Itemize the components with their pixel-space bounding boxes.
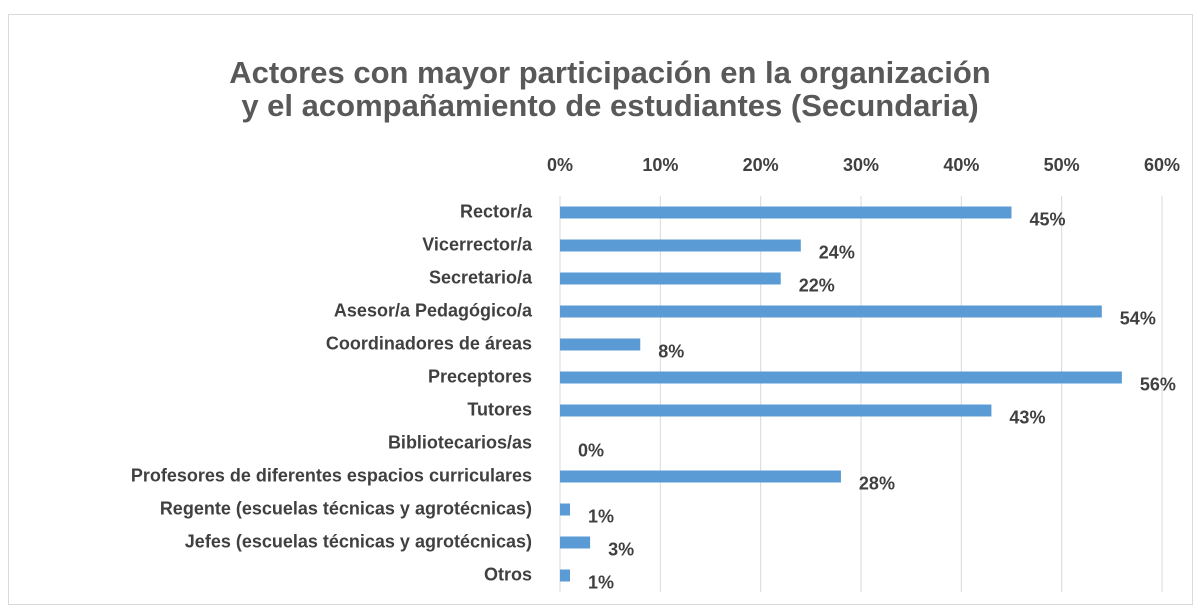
bar: [560, 272, 781, 285]
x-tick-label: 40%: [943, 155, 979, 175]
bar: [560, 536, 591, 549]
bar: [560, 305, 1102, 318]
data-label: 0%: [578, 440, 604, 460]
data-label: 1%: [588, 572, 614, 592]
chart-title: y el acompañamiento de estudiantes (Secu…: [241, 88, 978, 123]
x-tick-label: 20%: [743, 155, 779, 175]
y-tick-label: Profesores de diferentes espacios curric…: [131, 465, 532, 485]
y-tick-label: Tutores: [467, 399, 532, 419]
bar: [560, 503, 571, 516]
x-tick-label: 50%: [1044, 155, 1080, 175]
bar: [560, 404, 992, 417]
bar: [560, 239, 801, 252]
bar: [560, 470, 841, 483]
bar: [560, 371, 1122, 384]
y-tick-label: Secretario/a: [429, 267, 533, 287]
bar: [560, 206, 1012, 219]
y-tick-label: Coordinadores de áreas: [326, 333, 532, 353]
data-label: 28%: [859, 473, 895, 493]
y-tick-label: Bibliotecarios/as: [388, 432, 532, 452]
y-tick-label: Preceptores: [428, 366, 532, 386]
data-label: 3%: [608, 539, 634, 559]
data-label: 8%: [658, 341, 684, 361]
x-tick-label: 0%: [547, 155, 573, 175]
data-label: 43%: [1009, 407, 1045, 427]
data-label: 24%: [819, 242, 855, 262]
y-tick-label: Regente (escuelas técnicas y agrotécnica…: [160, 498, 532, 518]
chart-title: Actores con mayor participación en la or…: [229, 55, 990, 90]
y-tick-label: Asesor/a Pedagógico/a: [334, 300, 533, 320]
y-tick-label: Rector/a: [460, 201, 533, 221]
x-tick-label: 30%: [843, 155, 879, 175]
data-label: 56%: [1140, 374, 1176, 394]
data-label: 45%: [1030, 209, 1066, 229]
y-tick-label: Otros: [484, 564, 532, 584]
x-tick-label: 60%: [1144, 155, 1180, 175]
y-tick-label: Jefes (escuelas técnicas y agrotécnicas): [185, 531, 532, 551]
y-tick-label: Vicerrector/a: [422, 234, 533, 254]
data-label: 54%: [1120, 308, 1156, 328]
data-label: 22%: [799, 275, 835, 295]
data-label: 1%: [588, 506, 614, 526]
bar: [560, 338, 641, 351]
bar: [560, 569, 571, 582]
x-tick-label: 10%: [642, 155, 678, 175]
